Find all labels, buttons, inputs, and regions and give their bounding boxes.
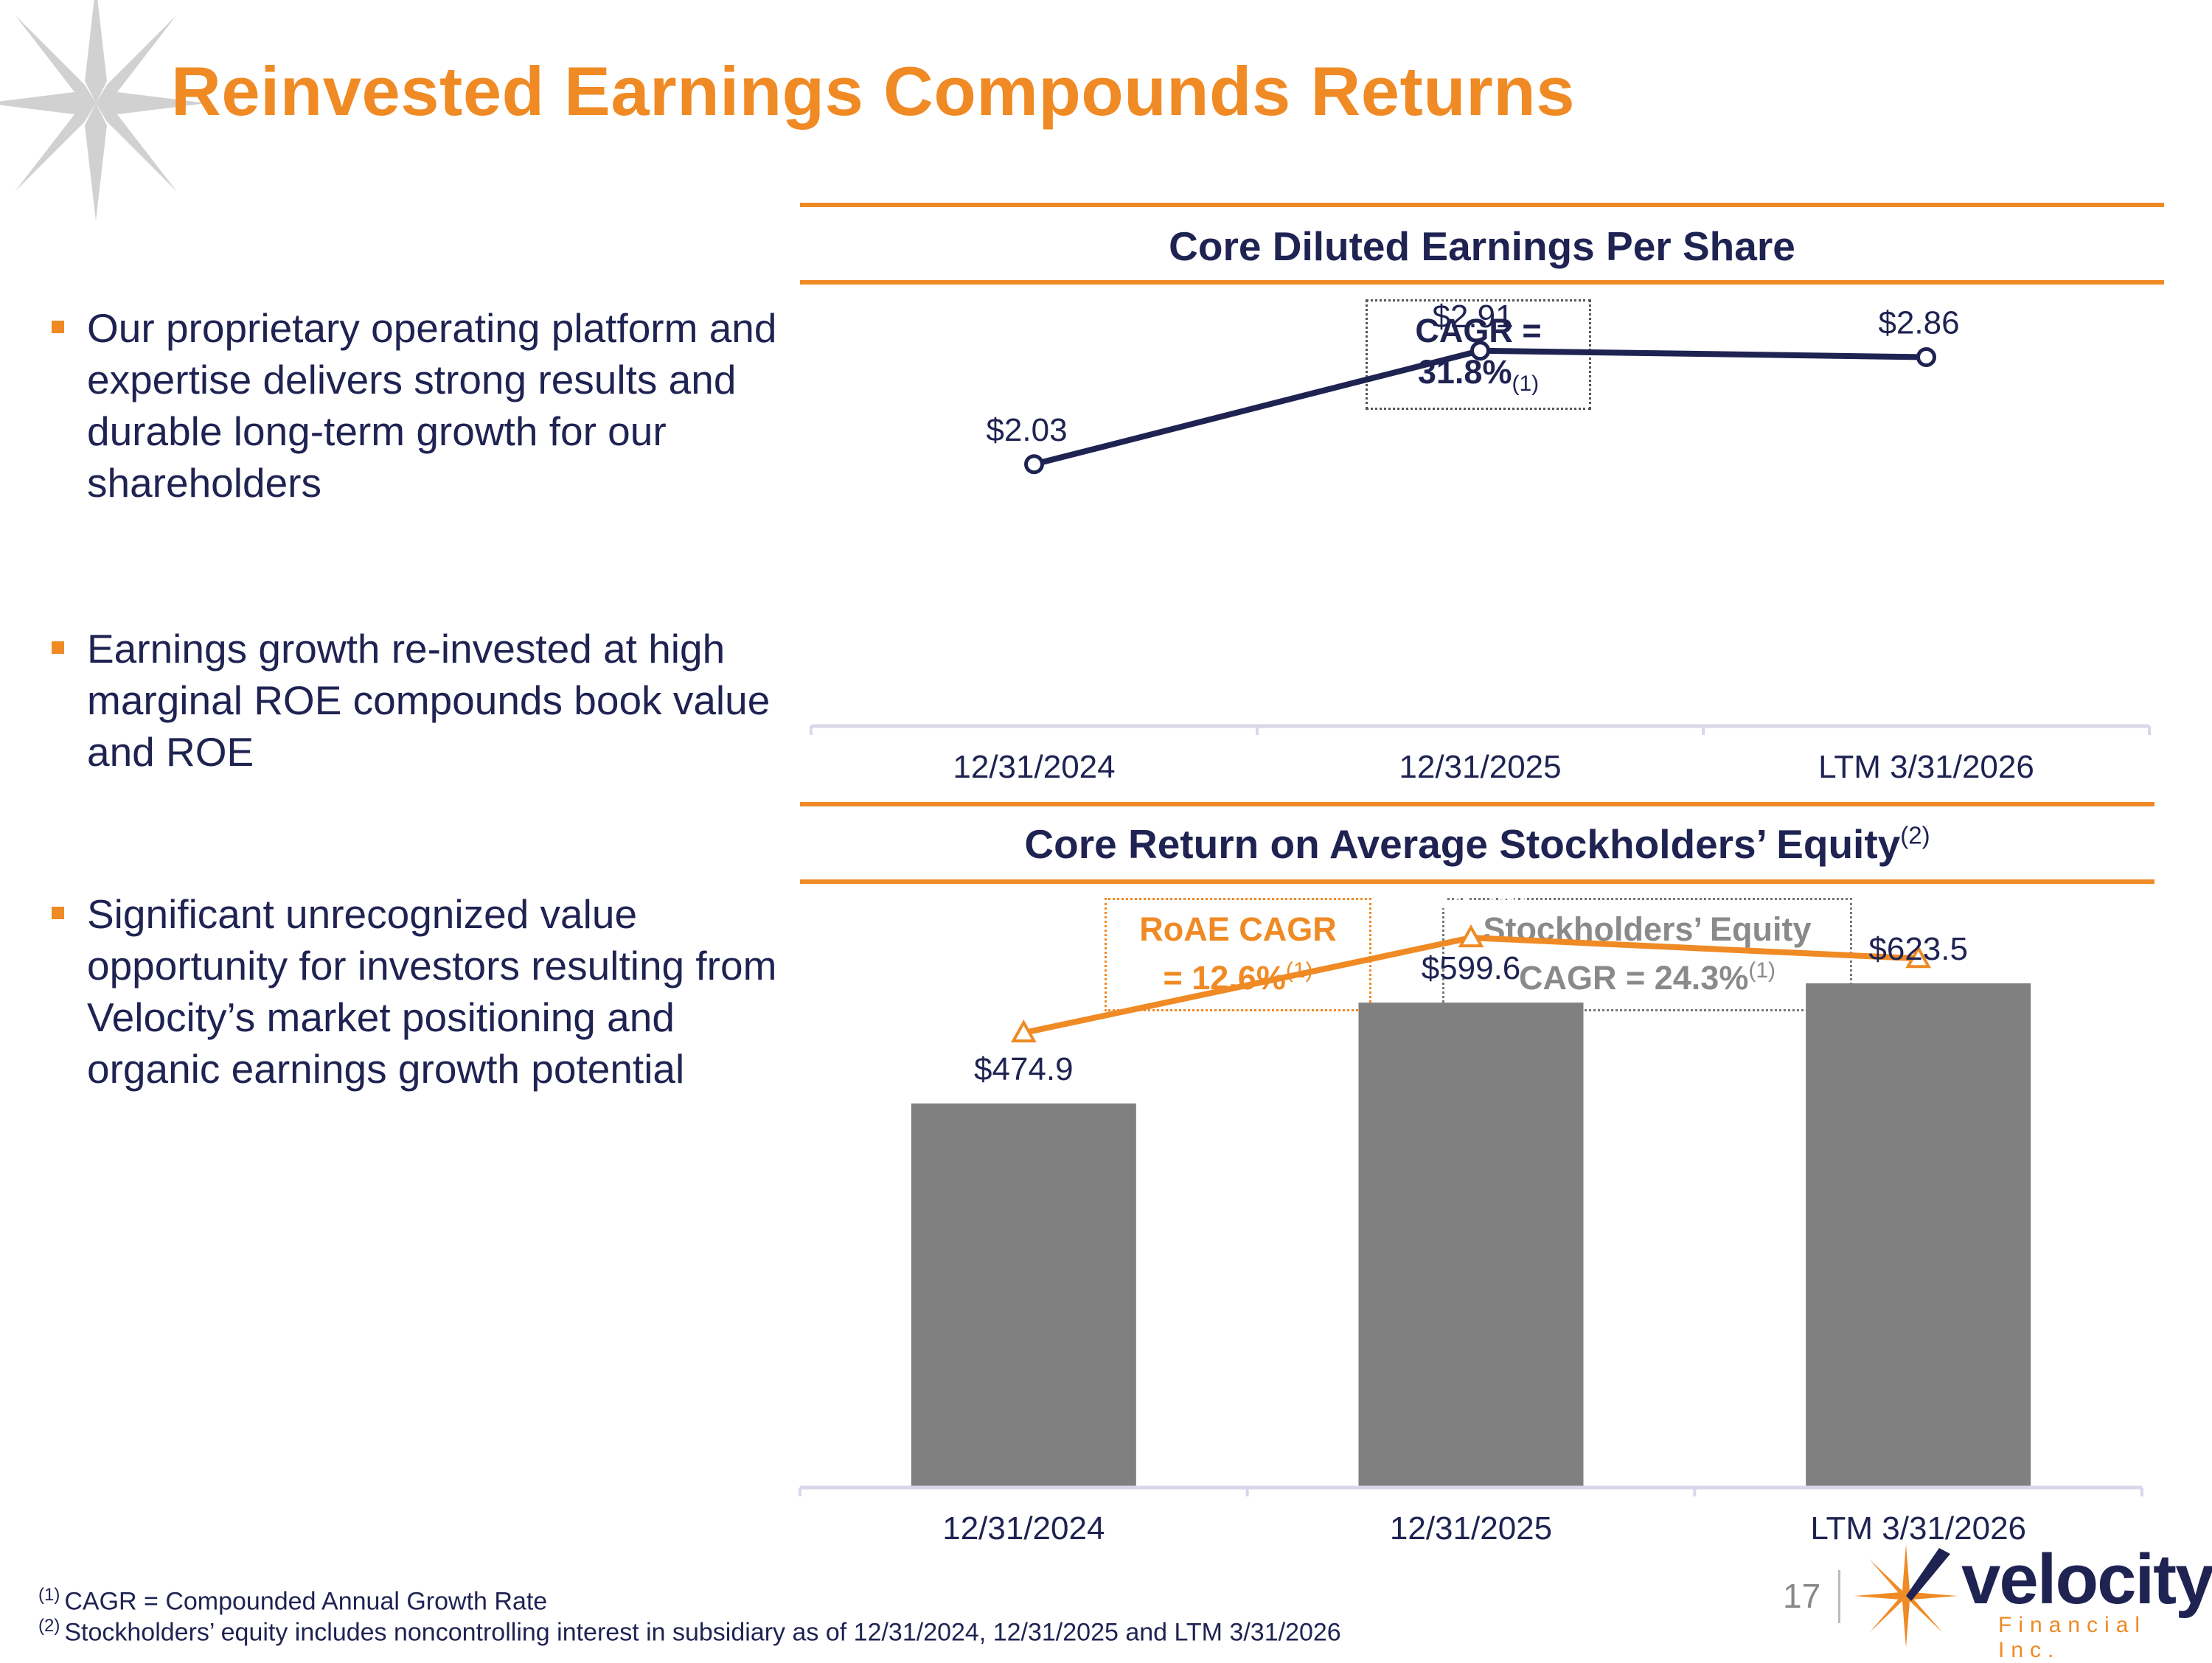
roae-data-point [1905,945,1932,969]
roae-data-label: 18.5% [1434,879,1526,916]
roae-cagr-line1: RoAE CAGR [1139,910,1337,948]
footnote-text: Stockholders’ equity includes noncontrol… [64,1618,1341,1647]
equity-bar [911,1103,1136,1488]
bullet-text: Our proprietary operating platform and e… [87,305,777,506]
footnote-text: CAGR = Compounded Annual Growth Rate [64,1587,548,1616]
bullet-item: Our proprietary operating platform and e… [44,302,782,509]
eps-cagr-value: 31.8% [1417,353,1512,391]
eps-data-point [1470,341,1490,361]
bullet-text: Significant unrecognized value opportuni… [87,891,777,1092]
footnote-1: (1) CAGR = Compounded Annual Growth Rate [38,1585,547,1616]
section-rule [800,203,2164,207]
bullet-item: Significant unrecognized value opportuni… [44,888,782,1095]
roae-data-point [1010,1019,1037,1043]
page-number: 17 [1783,1577,1821,1615]
bullet-item: Earnings growth re-invested at high marg… [44,623,782,778]
eps-section-title: Core Diluted Earnings Per Share [1169,223,1795,269]
eps-data-point [1024,454,1044,475]
equity-cagr-footnote-mark: (1) [1748,958,1776,983]
section-rule [800,802,2154,806]
footnote-2: (2) Stockholders’ equity includes noncont… [38,1616,1341,1647]
roae-data-point [1458,924,1484,948]
footer-divider [1838,1570,1840,1623]
roe-title-footnote-mark: (2) [1900,821,1930,849]
equity-cagr-value: CAGR = 24.3% [1518,959,1749,997]
footnote-mark: (2) [38,1616,60,1636]
bullet-text: Earnings growth re-invested at high marg… [87,626,771,775]
equity-bar-label: $474.9 [974,1051,1074,1087]
section-rule [800,280,2164,285]
roe-x-tick-label: 12/31/2024 [942,1510,1105,1547]
eps-data-label: $2.86 [1878,305,1959,341]
eps-data-point [1916,347,1936,367]
roae-data-label: 15.3% [987,975,1079,1011]
equity-bar-label: $599.6 [1422,950,1521,986]
eps-cagr-box: CAGR = 31.8%(1) [1366,299,1591,410]
roe-x-tick-label: LTM 3/31/2026 [1810,1510,2026,1547]
roe-section-title-text: Core Return on Average Stockholders’ Equ… [1024,821,1901,867]
velocity-logo-star-icon [1854,1544,1958,1648]
footnote-mark: (1) [38,1585,60,1605]
eps-x-tick-label: 12/31/2025 [1399,749,1561,785]
eps-data-label: $2.03 [986,412,1067,448]
roe-section-title: Core Return on Average Stockholders’ Equ… [800,820,2154,868]
bullet-square-icon [52,907,64,919]
equity-cagr-line2: CAGR = 24.3%(1) [1444,950,1850,999]
roae-data-label: 17.8% [1881,900,1973,936]
eps-data-label: $2.91 [1432,299,1513,335]
eps-cagr-line2: 31.8%(1) [1368,352,1589,405]
roe-x-tick-label: 12/31/2025 [1390,1510,1552,1547]
eps-line-chart: $2.03 $2.91 $2.86 12/31/2024 12/31/2025 LTM … [810,299,2151,785]
bullet-square-icon [52,641,64,654]
eps-x-tick-label: 12/31/2024 [953,749,1115,785]
equity-bar-label: $623.5 [1868,931,1968,967]
section-rule [800,879,2154,884]
page-title: Reinvested Earnings Compounds Returns [171,52,1576,130]
equity-bar [1358,1003,1584,1488]
bullet-square-icon [52,321,64,333]
equity-bar [1806,983,2031,1488]
velocity-logo-subtitle: Financial Inc. [1998,1613,2147,1662]
eps-cagr-footnote-mark: (1) [1512,372,1540,396]
starburst-decoration [0,0,206,221]
velocity-logo-wordmark: velocity [1961,1540,2212,1619]
eps-x-tick-label: LTM 3/31/2026 [1818,749,2034,785]
